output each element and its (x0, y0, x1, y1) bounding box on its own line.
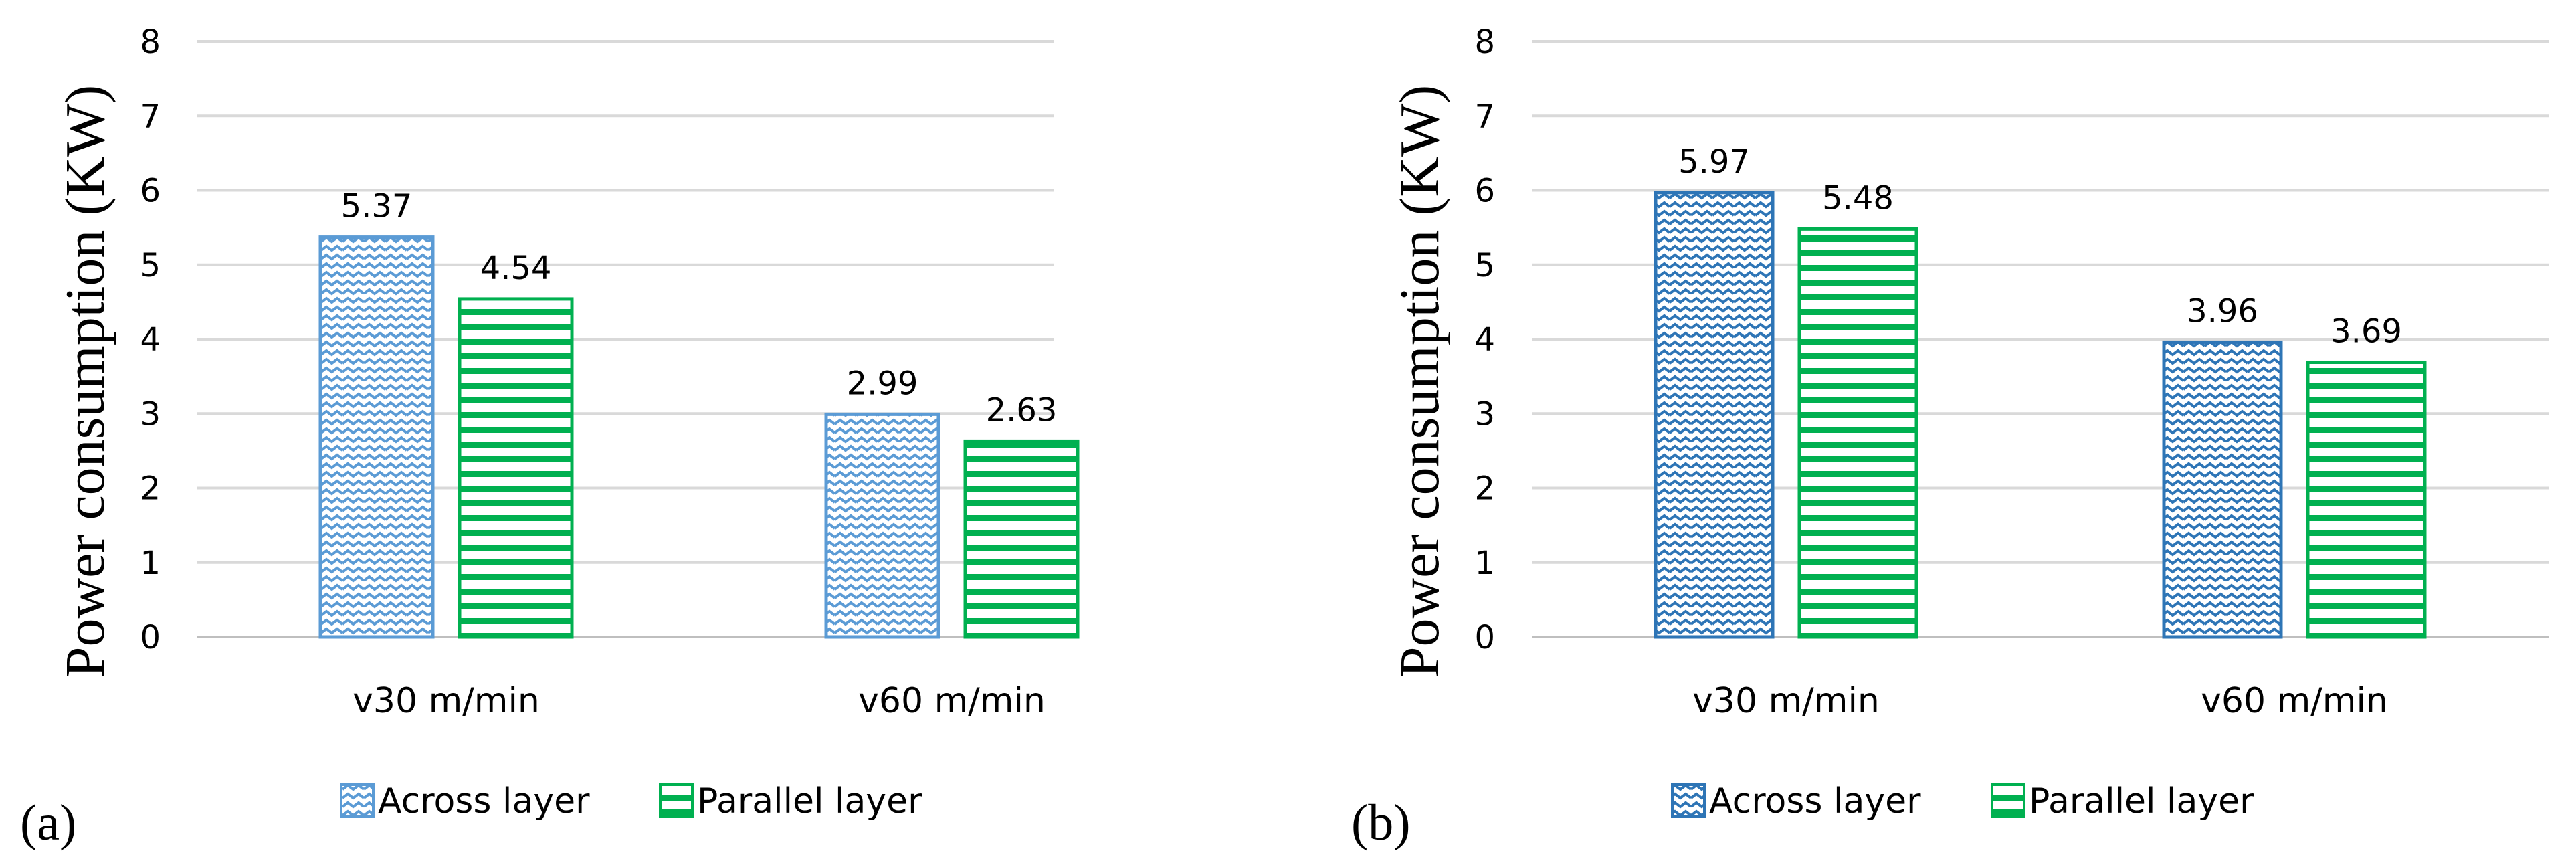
panel-b-ytick-label: 8 (1474, 23, 1495, 61)
panel-a-bar-across-layer (824, 412, 940, 639)
legend-swatch-parallel-layer (659, 783, 694, 818)
legend-label-across-layer: Across layer (378, 781, 590, 822)
panel-a-ytick-label: 7 (140, 98, 161, 135)
panel-b-data-label: 5.48 (1822, 179, 1894, 217)
panel-b-category-label: v30 m/min (1692, 681, 1880, 721)
panel-b-ytick-label: 3 (1474, 395, 1495, 433)
panel-a: 0 1 2 3 4 5 6 7 8 5.37 4.54 2.99 2.63 v30 m/min v60… (20, 23, 1080, 851)
panel-a-category-label: v60 m/min (858, 681, 1046, 721)
panel-a-bar-across-layer (318, 235, 435, 639)
panel-a-legend: Across layer Parallel layer (340, 781, 922, 822)
panel-b-ytick-label: 7 (1474, 98, 1495, 135)
panel-a-ytick-label: 3 (140, 395, 161, 433)
panel-a-label: (a) (20, 795, 76, 851)
panel-b-ytick-label: 4 (1474, 321, 1495, 359)
panel-b-ytick-label: 0 (1474, 619, 1495, 656)
panel-a-data-label: 4.54 (480, 250, 552, 287)
panel-b-data-label: 3.69 (2331, 312, 2402, 350)
panel-b-ylabel: Power consumption (KW) (1389, 85, 1451, 678)
panel-b-legend: Across layer Parallel layer (1671, 781, 2254, 822)
panel-a-ytick-label: 8 (140, 23, 161, 61)
panel-b-ytick-label: 6 (1474, 173, 1495, 210)
panel-a-ytick-label: 2 (140, 470, 161, 508)
panel-a-ylabel: Power consumption (KW) (54, 85, 116, 678)
panel-b-label: (b) (1351, 795, 1411, 851)
panel-b-bar-parallel-layer (1797, 227, 1918, 639)
panel-a-bar-parallel-layer (963, 439, 1080, 639)
panel-a-bar-parallel-layer (458, 297, 574, 639)
panel-b-bar-parallel-layer (2306, 360, 2427, 639)
panel-b-category-label: v60 m/min (2201, 681, 2388, 721)
panel-a-data-label: 5.37 (341, 188, 413, 225)
panel-a-ytick-label: 4 (140, 321, 161, 359)
panel-a-ytick-label: 5 (140, 247, 161, 284)
panel-b-yticks: 0 1 2 3 4 5 6 7 8 (1474, 23, 1495, 656)
panel-a-ytick-label: 1 (140, 545, 161, 582)
panel-b-ytick-label: 5 (1474, 247, 1495, 284)
panel-b-categories: v30 m/min v60 m/min (1692, 681, 2388, 721)
panel-b-data-labels: 5.97 5.48 3.96 3.69 (1678, 143, 2402, 351)
panel-a-category-label: v30 m/min (353, 681, 540, 721)
panel-b: 0 1 2 3 4 5 6 7 8 5.97 5.48 3.96 3.69 v30 m/min v60… (1351, 23, 2549, 851)
legend-swatch-parallel-layer (1991, 783, 2025, 818)
panel-b-ytick-label: 1 (1474, 545, 1495, 582)
panel-a-data-label: 2.63 (986, 391, 1058, 429)
panel-a-data-label: 2.99 (847, 365, 918, 402)
panel-b-bar-across-layer (2162, 340, 2283, 639)
panel-a-ytick-label: 6 (140, 173, 161, 210)
panel-a-bars (318, 235, 1080, 639)
panel-b-data-label: 3.96 (2187, 292, 2258, 330)
panel-b-bars (1654, 191, 2427, 639)
legend-label-across-layer: Across layer (1709, 781, 1921, 822)
panel-b-bar-across-layer (1654, 191, 1775, 639)
panel-a-categories: v30 m/min v60 m/min (353, 681, 1046, 721)
legend-swatch-across-layer (1671, 783, 1706, 818)
panel-a-data-labels: 5.37 4.54 2.99 2.63 (341, 188, 1058, 429)
panel-b-data-label: 5.97 (1678, 143, 1750, 181)
panel-b-ytick-label: 2 (1474, 470, 1495, 508)
panel-a-yticks: 0 1 2 3 4 5 6 7 8 (140, 23, 161, 656)
panel-a-ytick-label: 0 (140, 619, 161, 656)
legend-swatch-across-layer (340, 783, 375, 818)
legend-label-parallel-layer: Parallel layer (2029, 781, 2254, 822)
legend-label-parallel-layer: Parallel layer (697, 781, 922, 822)
